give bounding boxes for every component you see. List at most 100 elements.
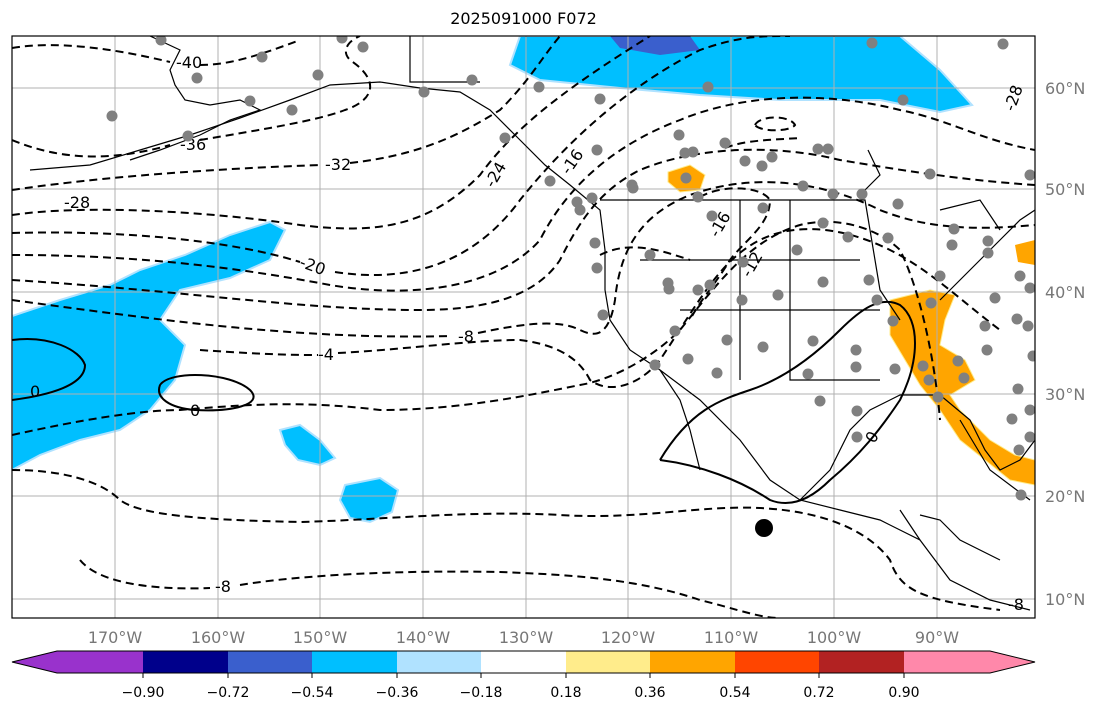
contour-label: -32	[325, 155, 351, 174]
map-area: -40 -36 -32 -28 -24 -20 -16 -16 -12 -8 -…	[12, 36, 1035, 618]
station-dot	[948, 223, 960, 235]
station-dot	[812, 143, 824, 155]
dashed-contours	[12, 36, 1035, 618]
station-dot	[687, 146, 699, 158]
lon-label: 130°W	[499, 628, 554, 647]
station-dot	[357, 41, 369, 53]
station-dot	[1011, 313, 1023, 325]
station-dot	[702, 81, 714, 93]
station-dot	[807, 335, 819, 347]
colorbar-tick-label: 0.36	[634, 685, 665, 701]
station-dots	[106, 36, 1035, 501]
lon-label: 150°W	[293, 628, 348, 647]
station-dot	[191, 72, 203, 84]
station-dot	[814, 395, 826, 407]
station-dot	[594, 93, 606, 105]
contour-label: -28	[1000, 82, 1027, 113]
station-dot	[1024, 431, 1035, 443]
colorbar-tick-label: 0.72	[803, 685, 834, 701]
station-dot	[851, 431, 863, 443]
contour-label: -8	[215, 577, 231, 596]
station-dot	[1024, 282, 1035, 294]
station-dot	[680, 172, 692, 184]
lon-label: 170°W	[88, 628, 143, 647]
contour-label: -40	[176, 53, 202, 72]
contour-label: 0	[190, 401, 200, 420]
station-dot	[711, 367, 723, 379]
lat-label: 60°N	[1045, 79, 1085, 98]
contour-label: 0	[861, 428, 883, 446]
station-dot	[737, 256, 749, 268]
colorbar-segment	[397, 651, 481, 673]
station-dot	[1006, 413, 1018, 425]
station-dot	[736, 294, 748, 306]
station-dot	[757, 202, 769, 214]
station-dot	[418, 86, 430, 98]
station-dot	[597, 309, 609, 321]
latitude-labels: 60°N 50°N 40°N 30°N 20°N 10°N	[1045, 79, 1085, 609]
station-dot	[889, 363, 901, 375]
station-dot	[574, 204, 586, 216]
solid-contours	[12, 300, 916, 505]
station-dot	[589, 237, 601, 249]
station-dot	[682, 353, 694, 365]
station-dot	[997, 38, 1009, 50]
station-dot	[958, 372, 970, 384]
graticule	[12, 36, 1035, 618]
shaded-negative-regions	[12, 36, 974, 524]
colorbar-tick-label: 0.54	[719, 685, 750, 701]
colorbar-tick-label: −0.54	[291, 685, 334, 701]
lat-label: 50°N	[1045, 180, 1085, 199]
station-dot	[822, 143, 834, 155]
station-dot	[917, 360, 929, 372]
colorbar-segment	[481, 651, 566, 673]
colorbar-segment	[143, 651, 228, 673]
station-dot	[756, 160, 768, 172]
lon-label: 140°W	[396, 628, 451, 647]
colorbar-ticks: −0.90 −0.72 −0.54 −0.36 −0.18 0.18 0.36 …	[122, 685, 920, 701]
lon-label: 160°W	[191, 628, 246, 647]
station-dot	[856, 188, 868, 200]
station-dot	[1014, 270, 1026, 282]
station-dot	[1013, 444, 1025, 456]
station-dot	[981, 344, 993, 356]
station-dot	[925, 297, 937, 309]
station-dot	[533, 81, 545, 93]
colorbar-tick-label: −0.90	[122, 685, 165, 701]
station-dot	[887, 315, 899, 327]
lat-label: 40°N	[1045, 283, 1085, 302]
storm-marker	[755, 519, 773, 537]
contour-label: -24	[481, 159, 511, 191]
station-dot	[979, 320, 991, 332]
colorbar-segment	[735, 651, 819, 673]
lat-label: 30°N	[1045, 385, 1085, 404]
station-dot	[772, 289, 784, 301]
station-dot	[586, 192, 598, 204]
lat-label: 10°N	[1045, 590, 1085, 609]
colorbar-segment	[819, 651, 904, 673]
station-dot	[952, 355, 964, 367]
colorbar	[11, 650, 1036, 678]
colorbar-outline	[11, 650, 1036, 674]
station-dot	[827, 188, 839, 200]
colorbar-tick-label: 0.90	[888, 685, 919, 701]
station-dot	[627, 182, 639, 194]
station-dot	[1022, 320, 1034, 332]
colorbar-tick-label: −0.72	[207, 685, 250, 701]
contour-label: -16	[557, 146, 588, 178]
lon-label: 110°W	[704, 628, 759, 647]
station-dot	[791, 244, 803, 256]
station-dot	[1024, 169, 1035, 181]
station-dot	[312, 69, 324, 81]
colorbar-segment	[12, 651, 143, 673]
lat-label: 20°N	[1045, 487, 1085, 506]
station-dot	[499, 132, 511, 144]
station-dot	[892, 198, 904, 210]
contour-label: -20	[297, 252, 328, 279]
contour-label: -8	[458, 327, 474, 346]
station-dot	[850, 344, 862, 356]
station-dot	[673, 129, 685, 141]
station-dot	[466, 74, 478, 86]
station-dot	[850, 361, 862, 373]
station-dot	[336, 36, 348, 44]
